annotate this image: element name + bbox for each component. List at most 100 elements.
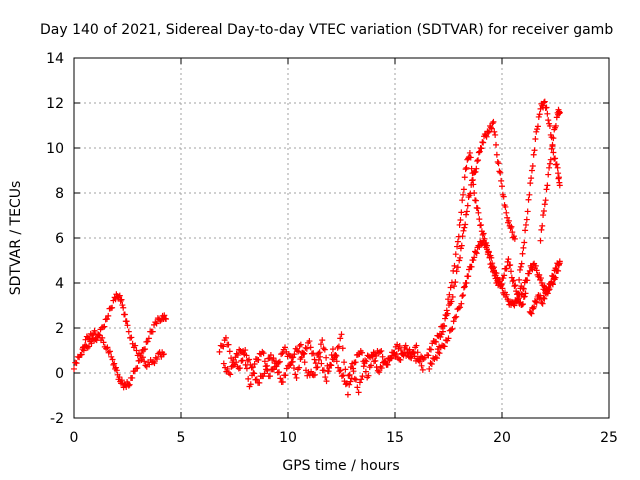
data-point xyxy=(542,197,549,204)
data-point xyxy=(103,345,110,352)
data-point xyxy=(108,353,115,360)
data-point xyxy=(525,270,532,277)
data-point xyxy=(454,264,461,271)
data-point xyxy=(473,250,480,257)
data-point xyxy=(71,365,77,372)
data-point xyxy=(344,391,351,398)
data-point xyxy=(341,359,348,366)
data-point xyxy=(455,305,462,312)
data-point xyxy=(522,221,529,228)
data-point xyxy=(125,382,132,389)
data-point xyxy=(222,334,229,341)
data-point xyxy=(517,263,524,270)
data-point xyxy=(243,365,250,372)
data-point xyxy=(261,358,268,365)
data-point xyxy=(365,372,372,379)
data-point xyxy=(301,359,308,366)
data-point xyxy=(260,373,267,380)
data-point xyxy=(293,374,300,381)
series-evening-2 xyxy=(426,237,525,372)
data-point xyxy=(518,260,525,267)
y-tick-label: 10 xyxy=(46,141,64,157)
data-point xyxy=(355,389,362,396)
data-point xyxy=(453,313,460,320)
data-point xyxy=(457,217,464,223)
y-tick-label: 0 xyxy=(55,366,64,382)
data-point xyxy=(508,223,515,230)
data-point xyxy=(133,347,140,354)
data-point xyxy=(234,352,241,358)
data-point xyxy=(387,355,394,362)
data-point xyxy=(92,336,99,343)
data-point xyxy=(553,114,560,121)
data-point xyxy=(450,318,457,325)
data-point xyxy=(547,156,554,163)
data-point xyxy=(410,350,417,357)
data-point xyxy=(369,352,376,358)
data-point xyxy=(537,275,544,282)
y-tick-label: 2 xyxy=(55,321,64,337)
data-point xyxy=(458,300,465,307)
data-point xyxy=(516,266,523,273)
data-point xyxy=(512,282,519,289)
data-point xyxy=(306,338,313,345)
data-point xyxy=(152,319,159,326)
data-point xyxy=(470,257,477,264)
data-point xyxy=(270,366,277,373)
data-point xyxy=(509,229,516,236)
data-point xyxy=(538,226,545,233)
data-point xyxy=(457,254,464,261)
data-point xyxy=(493,141,500,148)
data-point xyxy=(250,370,257,376)
data-point xyxy=(79,346,86,353)
data-point xyxy=(347,378,354,385)
data-point xyxy=(552,265,559,272)
data-point xyxy=(552,122,559,129)
data-point xyxy=(462,221,469,228)
data-point xyxy=(519,291,526,298)
data-point xyxy=(128,334,135,341)
data-point xyxy=(397,347,404,354)
data-point xyxy=(503,265,510,272)
data-point xyxy=(511,235,518,242)
y-tick-label: -2 xyxy=(50,411,64,427)
data-point xyxy=(491,272,498,279)
data-point xyxy=(536,111,543,118)
data-point xyxy=(500,275,507,282)
data-point xyxy=(484,242,491,249)
data-point xyxy=(241,351,248,358)
data-point xyxy=(131,368,138,375)
data-point xyxy=(532,136,539,142)
data-point xyxy=(360,363,367,370)
data-point xyxy=(287,361,294,368)
data-point xyxy=(225,370,232,376)
data-point xyxy=(472,249,479,256)
data-point xyxy=(141,358,148,365)
data-point xyxy=(109,304,116,311)
data-point xyxy=(103,316,110,322)
data-point xyxy=(282,372,289,379)
data-point xyxy=(419,366,426,373)
chart-title: Day 140 of 2021, Sidereal Day-to-day VTE… xyxy=(40,22,613,38)
data-point xyxy=(489,120,496,127)
data-point xyxy=(457,304,464,311)
data-point xyxy=(263,366,270,373)
data-point xyxy=(471,254,478,261)
data-point xyxy=(226,348,233,355)
data-point xyxy=(246,356,253,363)
data-point xyxy=(448,326,455,333)
data-point xyxy=(349,360,356,367)
data-point xyxy=(91,327,98,334)
data-point xyxy=(308,368,315,375)
data-point xyxy=(293,347,300,354)
data-point xyxy=(354,384,361,391)
data-point xyxy=(302,344,309,351)
data-point xyxy=(523,216,530,223)
data-point xyxy=(337,335,344,342)
data-point xyxy=(383,361,390,367)
data-point xyxy=(442,311,449,318)
data-point xyxy=(541,295,548,302)
data-point xyxy=(145,335,152,342)
data-point xyxy=(546,164,553,171)
data-point xyxy=(225,341,232,348)
